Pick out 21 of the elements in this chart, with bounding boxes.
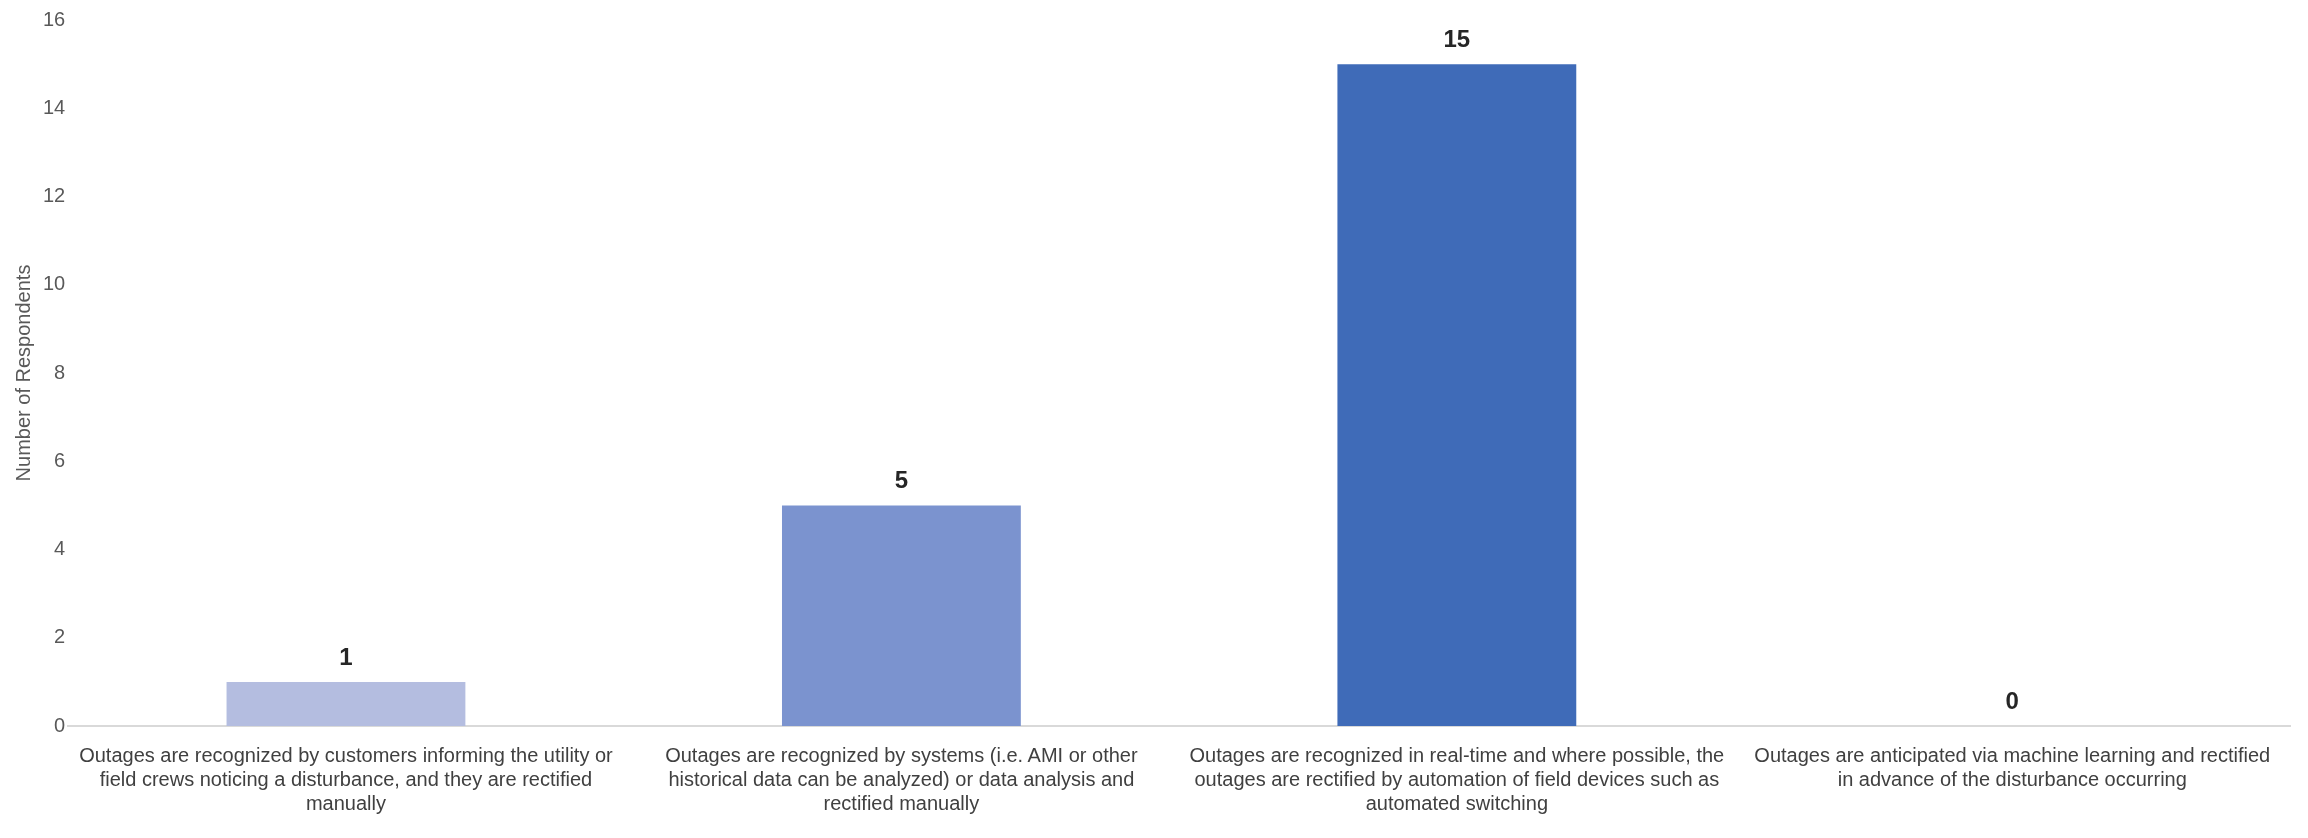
y-tick-label: 8 xyxy=(54,360,66,383)
data-label: 5 xyxy=(894,466,909,493)
bar xyxy=(226,681,466,726)
y-tick-label: 0 xyxy=(54,713,66,736)
data-label: 0 xyxy=(2005,686,2019,714)
x-tick-label: Outages are anticipated via machine learning and rectified in advance of the disturbance occurring xyxy=(1754,743,2271,790)
y-tick-label: 10 xyxy=(43,272,66,295)
x-tick-label: Outages are recognized in real-time and where possible, the outages are rectified by automation of field devices such as automated switching xyxy=(1189,743,1725,814)
bar xyxy=(1337,64,1577,726)
y-tick-label: 14 xyxy=(43,95,66,118)
data-label: 1 xyxy=(339,642,353,670)
y-tick-label: 6 xyxy=(54,448,66,471)
x-tick-label: Outages are recognized by customers informing the utility or field crews noticing a disturbance, and they are rectified manually xyxy=(79,743,614,814)
x-tick-label: Outages are recognized by systems (i.e. AMI or other historical data can be analyzed) or data analysis and rectified manually xyxy=(665,743,1138,814)
y-tick-label: 12 xyxy=(43,184,66,207)
data-label: 15 xyxy=(1443,24,1471,52)
y-tick-label: 2 xyxy=(54,625,66,648)
y-axis-title: Number of Respondents xyxy=(11,264,34,482)
y-tick-label: 4 xyxy=(54,537,66,560)
bar xyxy=(781,505,1021,726)
y-tick-label: 16 xyxy=(43,7,66,30)
